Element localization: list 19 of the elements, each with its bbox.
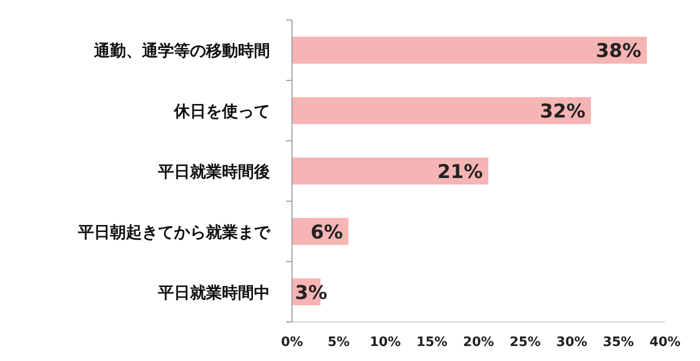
data-label: 32% xyxy=(540,100,586,123)
x-tick-label: 10% xyxy=(370,335,401,350)
y-tick-label: 休日を使って xyxy=(173,102,270,121)
x-tick-label: 25% xyxy=(510,335,541,350)
x-tick-label: 30% xyxy=(556,335,588,350)
y-tick-label: 平日就業時間中 xyxy=(157,282,270,302)
x-tick-label: 5% xyxy=(328,335,350,350)
y-tick-label: 通勤、通学等の移動時間 xyxy=(93,41,270,60)
data-label: 38% xyxy=(596,40,642,62)
x-tick-label: 20% xyxy=(462,335,494,350)
data-label: 6% xyxy=(310,221,343,244)
x-tick-label: 35% xyxy=(602,335,634,350)
x-tick-label: 15% xyxy=(416,335,448,350)
x-tick-label: 0% xyxy=(280,335,304,350)
data-label: 21% xyxy=(437,161,483,183)
data-label: 3% xyxy=(295,282,328,304)
y-tick-label: 平日朝起きてから就業まで xyxy=(77,222,271,242)
x-tick-label: 40% xyxy=(649,335,681,350)
y-tick-label: 平日就業時間後 xyxy=(157,162,270,181)
